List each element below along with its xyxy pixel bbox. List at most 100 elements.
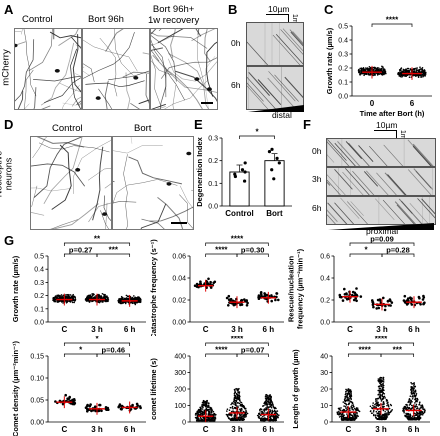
- data-point: [138, 301, 140, 303]
- y-tick-label: 0.2: [320, 298, 330, 305]
- data-point: [384, 397, 386, 399]
- data-point: [346, 389, 348, 392]
- data-point: [405, 412, 407, 415]
- data-point: [201, 408, 204, 410]
- data-point: [418, 418, 420, 421]
- data-point: [419, 411, 422, 414]
- comet-track: [327, 139, 347, 161]
- data-point: [208, 402, 210, 405]
- data-point: [410, 303, 414, 306]
- data-point: [265, 412, 267, 414]
- panel-a-title-control: Control: [22, 14, 53, 25]
- data-point: [269, 405, 272, 408]
- data-point: [90, 409, 93, 413]
- significance-bracket: [236, 353, 269, 357]
- data-point: [277, 416, 279, 419]
- data-point: [347, 393, 349, 396]
- data-point: [262, 405, 264, 407]
- neurite-stroke: [71, 96, 81, 107]
- data-point: [412, 390, 414, 392]
- y-axis-label: Comet density (µm⁻²min⁻¹): [11, 341, 20, 436]
- data-point: [342, 401, 345, 403]
- y-tick-label: 20: [320, 387, 328, 394]
- data-point: [419, 401, 421, 403]
- data-point: [378, 380, 380, 383]
- data-point: [73, 299, 75, 301]
- data-point: [371, 301, 375, 304]
- scale-bar: [171, 222, 187, 224]
- comet-track: [327, 141, 350, 166]
- data-point: [55, 300, 57, 303]
- data-point: [414, 413, 416, 415]
- data-point: [386, 404, 388, 407]
- y-axis-label: Growth rate (µm/s): [11, 255, 20, 322]
- neurite-stroke: [21, 29, 23, 35]
- data-point: [365, 67, 367, 69]
- data-point: [376, 74, 379, 76]
- comet-track: [407, 169, 432, 195]
- data-point: [275, 407, 277, 410]
- data-point: [207, 277, 210, 281]
- data-point: [238, 396, 241, 399]
- data-point: [411, 392, 414, 394]
- data-point: [239, 408, 241, 410]
- y-axis-label: Length of growth (µm): [291, 349, 300, 429]
- data-point: [411, 395, 413, 398]
- data-point: [244, 411, 246, 413]
- data-point: [210, 418, 213, 420]
- comet-track: [345, 168, 370, 195]
- data-point: [347, 403, 350, 406]
- cell-body: [186, 151, 192, 156]
- significance-label: ****: [231, 235, 244, 244]
- data-point: [383, 416, 385, 419]
- data-point: [410, 401, 412, 403]
- data-point: [421, 404, 423, 406]
- data-point: [402, 407, 404, 410]
- data-point: [53, 297, 56, 299]
- image-a-bort-96h: [82, 28, 150, 110]
- data-point: [268, 416, 271, 418]
- y-tick-label: 0.00: [30, 420, 44, 427]
- data-point: [211, 409, 214, 411]
- y-tick-label: 0.3: [208, 136, 218, 143]
- data-point: [388, 298, 392, 301]
- data-point: [234, 391, 236, 393]
- data-point: [208, 419, 211, 421]
- data-point: [230, 403, 232, 406]
- data-point: [233, 400, 235, 402]
- significance-label: p=0.30: [241, 246, 265, 255]
- data-point: [238, 419, 241, 421]
- significance-label: ****: [215, 246, 228, 255]
- data-point: [230, 410, 233, 413]
- data-point: [207, 404, 209, 407]
- neurite-stroke: [123, 154, 128, 229]
- data-point: [403, 74, 405, 76]
- y-tick-label: 0.15: [30, 354, 44, 361]
- comet-track: [352, 170, 375, 195]
- data-point: [71, 398, 74, 402]
- neurite-stroke: [44, 77, 81, 104]
- data-point: [375, 400, 377, 402]
- data-point: [258, 415, 260, 417]
- data-point: [242, 179, 247, 183]
- data-point: [117, 299, 120, 301]
- data-point: [270, 406, 273, 409]
- data-point: [405, 407, 408, 410]
- neurite-stroke: [113, 145, 163, 154]
- comet-track: [334, 202, 355, 224]
- data-point: [414, 74, 416, 76]
- data-point: [276, 413, 279, 416]
- data-point: [383, 71, 386, 73]
- data-point: [273, 417, 275, 420]
- data-point: [273, 406, 275, 408]
- data-point: [231, 402, 233, 404]
- data-point: [340, 295, 343, 299]
- data-point: [344, 417, 347, 419]
- panel-f-row-6h: 6h: [312, 203, 322, 213]
- comet-track: [383, 144, 404, 166]
- data-point: [265, 406, 267, 409]
- data-point: [269, 409, 272, 411]
- data-point: [207, 282, 210, 286]
- comet-track: [282, 28, 303, 52]
- neurite-stroke: [15, 31, 22, 32]
